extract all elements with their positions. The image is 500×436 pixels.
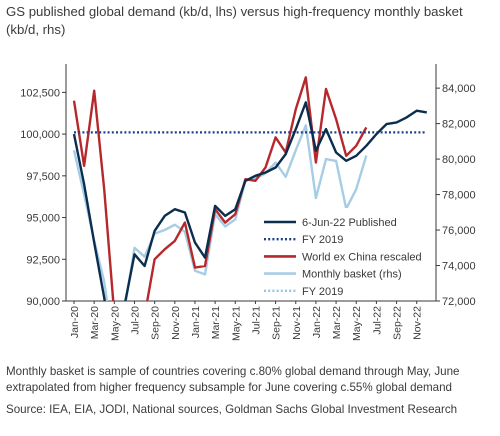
x-tick-label: Jan-20: [69, 306, 81, 338]
x-tick-label: Jan-22: [311, 306, 323, 338]
x-tick-label: Jul-22: [371, 306, 383, 335]
series-layer: [72, 76, 427, 301]
legend-label: FY 2019: [302, 286, 343, 298]
x-axis-ticks: Jan-20 Mar-20 May-20 Jul-20 Sep-20 Nov-20 Jan-…: [69, 301, 424, 341]
x-tick-label: Jul-21: [250, 306, 262, 335]
legend-background: [259, 208, 401, 300]
x-tick-label: Sep-21: [271, 306, 283, 340]
x-tick-label: Nov-20: [170, 306, 182, 340]
left-tick-label: 95,000: [26, 213, 60, 225]
x-tick-label: Jul-20: [129, 306, 141, 335]
x-tick-label: May-21: [230, 306, 242, 341]
right-tick-label: 74,000: [442, 261, 476, 273]
left-tick-label: 100,000: [20, 129, 60, 141]
chart-footnote: Monthly basket is sample of countries co…: [6, 365, 460, 394]
right-tick-label: 76,000: [442, 225, 476, 237]
legend: 6-Jun-22 Published FY 2019 World ex China …: [259, 208, 422, 300]
right-tick-label: 78,000: [442, 190, 476, 202]
chart-source: Source: IEA, EIA, JODI, National sources…: [6, 403, 458, 416]
series-line: [72, 101, 427, 301]
chart-frame: [65, 64, 437, 302]
legend-label: FY 2019: [302, 234, 343, 246]
series-line: [72, 124, 368, 301]
left-tick-label: 92,500: [26, 254, 60, 266]
x-tick-label: Nov-22: [412, 306, 424, 340]
left-tick-label: 97,500: [26, 171, 60, 183]
right-tick-label: 84,000: [442, 83, 476, 95]
x-tick-label: Nov-21: [291, 306, 303, 340]
x-tick-label: Mar-21: [210, 306, 222, 339]
right-tick-label: 82,000: [442, 119, 476, 131]
left-axis-ticks: 90,000 92,500 95,000 97,500 100,000 102,500: [20, 87, 66, 308]
x-tick-label: May-20: [109, 306, 121, 341]
x-tick-label: Jan-21: [190, 306, 202, 338]
chart-title: GS published global demand (kb/d, lhs) v…: [6, 4, 463, 37]
x-tick-label: Sep-22: [392, 306, 404, 340]
right-tick-label: 72,000: [442, 296, 476, 308]
left-tick-label: 90,000: [26, 296, 60, 308]
x-tick-label: Mar-22: [331, 306, 343, 339]
x-tick-label: Mar-20: [89, 306, 101, 339]
legend-label: 6-Jun-22 Published: [302, 217, 397, 229]
right-tick-label: 80,000: [442, 154, 476, 166]
legend-label: Monthly basket (rhs): [302, 269, 402, 281]
legend-label: World ex China rescaled: [302, 251, 422, 263]
left-tick-label: 102,500: [20, 87, 60, 99]
chart: 90,000 92,500 95,000 97,500 100,000 102,500 7…: [20, 64, 476, 341]
series-line: [72, 76, 368, 301]
right-axis-ticks: 72,000 74,000 76,000 78,000 80,000 82,000 84,0…: [436, 83, 476, 308]
x-tick-label: May-22: [351, 306, 363, 341]
x-tick-label: Sep-20: [150, 306, 162, 340]
